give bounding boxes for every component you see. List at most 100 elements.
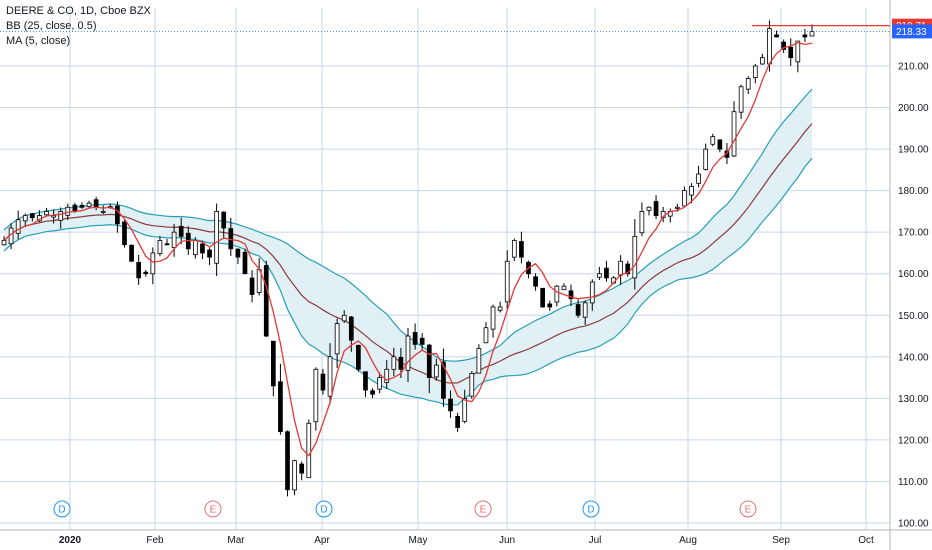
event-marker[interactable]: D [582,500,600,518]
candle [377,372,382,394]
candle [263,260,269,338]
candle [582,300,588,325]
candle-body [86,202,92,208]
moving-average-line [3,42,813,457]
candle-body [625,263,631,275]
event-circle [739,500,757,518]
candle [781,39,786,54]
candle-body [292,460,297,491]
candle-body [221,211,227,229]
candle [639,202,645,237]
candle-body [618,260,623,276]
bb-fill [4,89,812,406]
candle-body [313,368,319,423]
candle-body [115,205,120,225]
candle [122,220,127,248]
candle [58,207,64,229]
time-tick-label: Aug [679,535,697,546]
candle-body [632,235,638,279]
candle-body [384,368,390,383]
candle-body [511,240,517,258]
event-label: E [210,505,217,516]
candle [533,273,538,291]
candle-body [207,249,212,258]
candle-body [788,46,794,59]
candle [448,390,453,418]
candle-body [731,111,737,157]
event-marker[interactable]: D [315,500,333,518]
price-tick-label: 210.00 [898,62,929,73]
candle [22,213,28,227]
bb-lower-line [3,157,813,406]
candle [455,412,460,432]
candle [412,323,418,350]
candle [561,283,567,291]
candle-body [802,34,808,38]
candle [384,360,390,390]
candle [504,250,510,310]
candle-body [157,240,163,254]
candle [618,255,623,286]
candle [249,270,255,303]
event-marker[interactable]: E [739,500,757,518]
event-label: D [58,505,65,516]
price-tick-label: 170.00 [898,228,929,239]
symbol-title[interactable]: DEERE & CO, 1D, Cboe BZX [6,5,151,17]
time-axis[interactable]: 2020 Feb Mar Apr May Jun Jul Aug Sep Oct [0,529,932,546]
candle [646,206,652,216]
event-marker[interactable]: E [474,500,492,518]
candle [79,202,85,209]
candle [270,340,276,397]
candle-body [519,241,524,258]
candle-body [363,371,368,391]
price-axis[interactable]: 100.00 110.00 120.00 130.00 140.00 150.00 160.… [889,0,929,550]
candle [363,371,368,398]
event-circle [474,500,492,518]
candle-body [689,186,694,196]
time-tick-label: Jun [499,535,515,546]
time-tick-label: Feb [146,535,164,546]
candle [235,248,241,264]
candle [299,461,305,481]
candle-body [561,285,567,291]
candle-body [738,86,744,113]
candle [554,285,560,307]
candle [568,284,574,306]
event-label: E [480,505,487,516]
candle-body [490,306,496,330]
time-tick-label: Sep [772,535,790,546]
price-tick-label: 200.00 [898,103,929,114]
candle-body [597,273,602,278]
candle-body [299,463,305,474]
price-tag-label: 218.33 [896,27,927,38]
candle-body [504,260,510,303]
candle-body [554,285,560,303]
candle [575,299,581,318]
event-label: D [320,505,327,516]
event-marker[interactable]: D [53,500,71,518]
candle [391,347,397,377]
event-marker[interactable]: E [204,500,222,518]
price-tick-label: 110.00 [898,477,928,488]
candle-body [717,139,723,150]
ma-indicator-label[interactable]: MA (5, close) [6,35,71,47]
candle-body [164,243,170,246]
bb-indicator-label[interactable]: BB (25, close, 0.5) [6,20,97,32]
candle-body [419,337,425,345]
candle-body [334,323,340,355]
candle-body [469,373,475,397]
candle-body [533,276,538,287]
candle-body [356,344,361,370]
candle-body [122,221,127,246]
candle [426,343,432,394]
candle-body [696,173,701,184]
candle-body [455,416,460,428]
candle [490,304,496,338]
price-tick-label: 180.00 [898,186,929,197]
candle-body [710,136,716,145]
candle-body [646,206,652,211]
chart-legend: DEERE & CO, 1D, Cboe BZX BB (25, close, … [6,4,151,49]
candle [519,231,524,264]
